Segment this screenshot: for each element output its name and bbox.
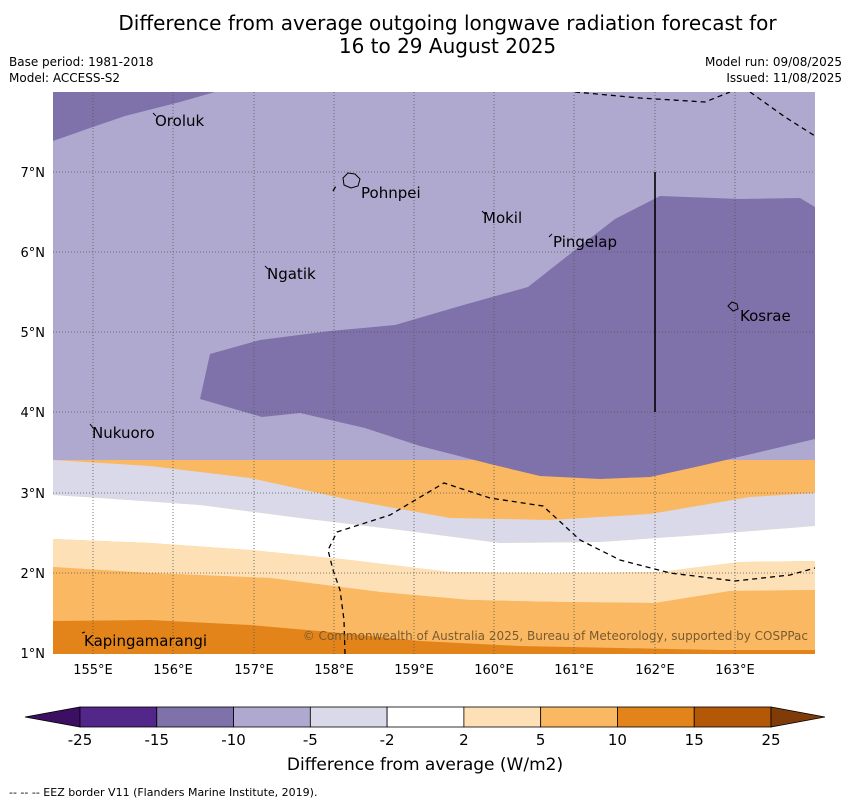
lon-label-158e: 158°E [314, 663, 354, 678]
title-line-2: 16 to 29 August 2025 [338, 34, 557, 58]
lat-label-6n: 6°N [21, 246, 46, 261]
place-pingelap: Pingelap [553, 233, 617, 251]
lat-label-3n: 3°N [21, 487, 46, 502]
colorbar-tick-label: 15 [685, 731, 704, 749]
lon-label-159e: 159°E [394, 663, 434, 678]
model-name: Model: ACCESS-S2 [9, 71, 121, 85]
mokil-atoll [481, 210, 486, 215]
nukuoro-atoll [89, 423, 94, 429]
place-ngatik: Ngatik [267, 265, 316, 283]
place-labels: Oroluk Pohnpei Mokil Pingelap Ngatik Kos… [84, 112, 791, 650]
place-mokil: Mokil [483, 209, 522, 227]
colorbar-extend-low [24, 706, 81, 728]
islands [81, 112, 739, 634]
band-neg15-neg10-main [200, 196, 815, 479]
colorbar-segment [386, 706, 465, 728]
colorbar-segment [617, 706, 695, 728]
band-neg2-2 [53, 495, 815, 573]
longitude-labels: 155°E 156°E 157°E 158°E 159°E 160°E 161°… [73, 663, 755, 678]
colorbar-tick-label: -15 [145, 731, 170, 749]
map-title: Difference from average outgoing longwav… [0, 12, 850, 58]
eez-legend-note: -- -- -- EEZ border V11 (Flanders Marine… [9, 786, 318, 799]
issued-date: Issued: 11/08/2025 [726, 71, 842, 85]
colorbar-segment [233, 706, 311, 728]
lat-label-2n: 2°N [21, 567, 46, 582]
colorbar-segment [693, 706, 772, 728]
lat-label-1n: 1°N [21, 647, 46, 662]
kapingamarangi-atoll [81, 631, 86, 634]
pohnpei-island [342, 172, 361, 189]
colorbar: -25 -15 -10 -5 -2 2 5 10 15 25 [24, 706, 826, 749]
colorbar-tick-label: 5 [536, 731, 546, 749]
lat-label-5n: 5°N [21, 326, 46, 341]
eez-border-northeast [749, 92, 815, 137]
lon-label-163e: 163°E [715, 663, 755, 678]
lat-label-4n: 4°N [21, 406, 46, 421]
place-pohnpei: Pohnpei [361, 184, 421, 202]
colorbar-segment [156, 706, 234, 728]
ngatik-atoll [264, 265, 269, 270]
colorbar-tick-label: 10 [608, 731, 627, 749]
eez-border-pohnpei [332, 185, 337, 192]
band-neg5-neg2 [53, 460, 815, 543]
pingelap-atoll [548, 233, 553, 238]
colorbar-segment [463, 706, 542, 728]
band-10-15 [53, 620, 815, 654]
band-neg15-neg10-nw [53, 92, 215, 141]
eez-border-south [327, 482, 815, 654]
colorbar-tick-label: 2 [459, 731, 469, 749]
graticule [53, 92, 815, 654]
lon-label-157e: 157°E [234, 663, 274, 678]
lon-label-156e: 156°E [153, 663, 193, 678]
band-2-5 [53, 539, 815, 603]
place-kapingamarangi: Kapingamarangi [84, 632, 207, 650]
lat-label-7n: 7°N [21, 166, 46, 181]
place-kosrae: Kosrae [740, 307, 791, 325]
latitude-labels: 7°N 6°N 5°N 4°N 3°N 2°N 1°N [21, 166, 46, 662]
place-nukuoro: Nukuoro [92, 424, 155, 442]
kosrae-island [727, 301, 739, 312]
eez-borders [327, 92, 815, 654]
colorbar-segment [309, 706, 388, 728]
colorbar-segment [540, 706, 618, 728]
model-run: Model run: 09/08/2025 [704, 55, 842, 69]
oroluk-atoll [152, 112, 157, 117]
colorbar-label: Difference from average (W/m2) [286, 755, 564, 775]
base-period: Base period: 1981-2018 [9, 55, 154, 69]
colorbar-tick-label: -10 [221, 731, 246, 749]
colorbar-segment [79, 706, 158, 728]
meta-right: Model run: 09/08/2025 Issued: 11/08/2025 [705, 54, 842, 86]
colorbar-tick-label: -25 [68, 731, 93, 749]
lon-label-160e: 160°E [474, 663, 514, 678]
colorbar-tick-label: 25 [761, 731, 780, 749]
lon-label-161e: 161°E [554, 663, 594, 678]
olr-anomaly-field [53, 92, 815, 654]
lon-label-155e: 155°E [73, 663, 113, 678]
lon-label-162e: 162°E [635, 663, 675, 678]
colorbar-extend-high [770, 706, 826, 728]
meta-left: Base period: 1981-2018 Model: ACCESS-S2 [9, 54, 154, 86]
place-oroluk: Oroluk [155, 112, 204, 130]
colorbar-tick-label: -5 [303, 731, 318, 749]
colorbar-tick-label: -2 [380, 731, 395, 749]
copyright-notice: © Commonwealth of Australia 2025, Bureau… [303, 629, 808, 643]
title-line-1: Difference from average outgoing longwav… [118, 11, 777, 35]
